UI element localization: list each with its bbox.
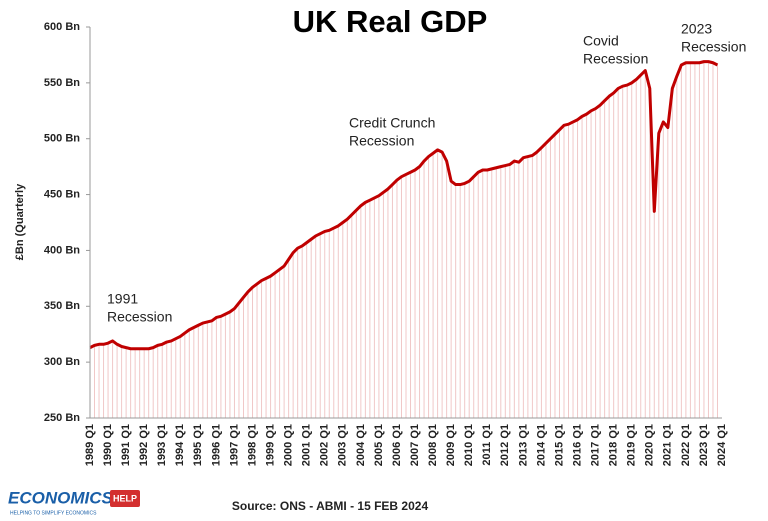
x-tick-label: 2001 Q1 [301,424,313,466]
x-tick-label: 2009 Q1 [445,424,457,466]
x-tick-label: 2023 Q1 [698,424,710,466]
x-tick-label: 1994 Q1 [174,424,186,466]
y-tick-label: 450 Bn [44,188,80,200]
annotation: Recession [681,39,746,55]
x-tick-label: 1989 Q1 [84,424,96,466]
annotation: Recession [107,309,172,325]
x-tick-label: 2005 Q1 [373,424,385,466]
annotation: Credit Crunch [349,115,435,131]
x-tick-label: 2008 Q1 [427,424,439,466]
x-tick-label: 1999 Q1 [264,424,276,466]
x-tick-label: 2017 Q1 [590,424,602,466]
x-tick-label: 1995 Q1 [192,424,204,466]
y-tick-label: 350 Bn [44,300,80,312]
x-tick-label: 2004 Q1 [355,424,367,466]
x-tick-label: 2010 Q1 [463,424,475,466]
x-tick-label: 1996 Q1 [210,424,222,466]
x-tick-label: 1993 Q1 [156,424,168,466]
annotation: Recession [349,133,414,149]
logo-badge: HELP [113,493,137,503]
x-tick-label: 2000 Q1 [283,424,295,466]
x-tick-label: 2024 Q1 [716,424,728,466]
logo-badge-bg [110,490,140,507]
x-tick-label: 2007 Q1 [409,424,421,466]
y-tick-label: 300 Bn [44,356,80,368]
x-tick-label: 1991 Q1 [120,424,132,466]
chart-title: UK Real GDP [293,4,488,39]
x-tick-label: 2003 Q1 [337,424,349,466]
annotation: Covid [583,33,619,49]
y-tick-label: 500 Bn [44,133,80,145]
x-tick-label: 2012 Q1 [499,424,511,466]
x-tick-label: 1998 Q1 [246,424,258,466]
x-tick-label: 2015 Q1 [553,424,565,466]
x-tick-label: 2019 Q1 [626,424,638,466]
x-tick-label: 2016 Q1 [571,424,583,466]
x-tick-label: 2018 Q1 [608,424,620,466]
annotation: 1991 [107,291,138,307]
y-tick-label: 250 Bn [44,412,80,424]
x-tick-label: 2020 Q1 [644,424,656,466]
x-tick-label: 2021 Q1 [662,424,674,466]
annotation: Recession [583,51,648,67]
x-tick-label: 1997 Q1 [228,424,240,466]
y-tick-label: 400 Bn [44,244,80,256]
x-tick-label: 2014 Q1 [535,424,547,466]
source: Source: ONS - ABMI - 15 FEB 2024 [232,499,429,513]
x-tick-label: 1992 Q1 [138,424,150,466]
logo-text: ECONOMICS [8,488,114,507]
y-tick-label: 600 Bn [44,21,80,33]
logo-tagline: HELPING TO SIMPLIFY ECONOMICS [10,510,97,516]
x-tick-label: 1990 Q1 [102,424,114,466]
y-axis-label: £Bn (Quarterly [14,183,26,260]
y-tick-label: 550 Bn [44,77,80,89]
x-tick-label: 2002 Q1 [319,424,331,466]
x-tick-label: 2011 Q1 [481,424,493,466]
x-tick-label: 2006 Q1 [391,424,403,466]
gdp-line [89,60,719,351]
x-tick-label: 2013 Q1 [517,424,529,466]
annotation: 2023 [681,21,712,37]
x-tick-label: 2022 Q1 [680,424,692,466]
